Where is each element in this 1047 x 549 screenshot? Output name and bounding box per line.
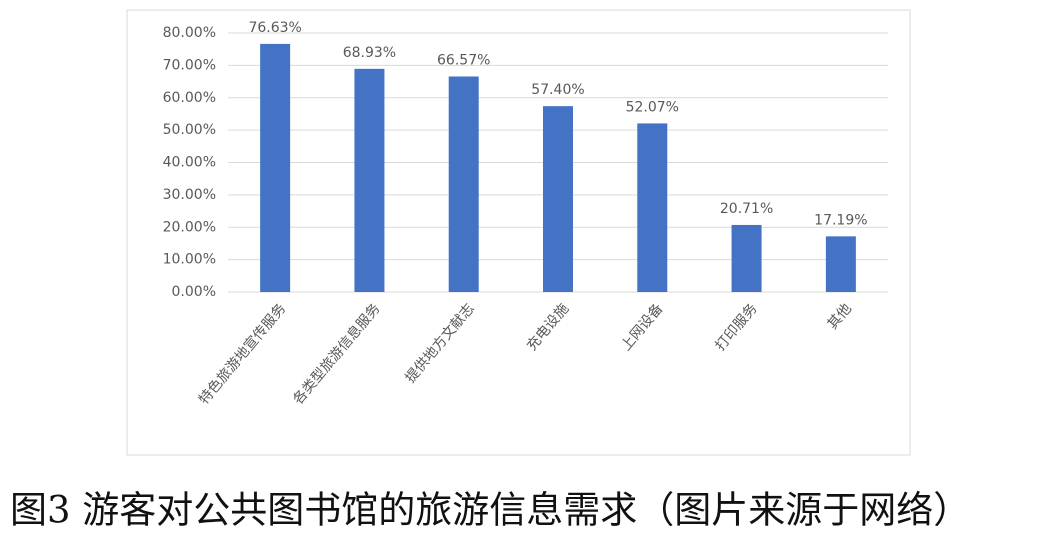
y-tick-label: 30.00% [163, 187, 216, 203]
caption: 图3 游客对公共图书馆的旅游信息需求（图片来源于网络） [10, 489, 970, 532]
value-label: 17.19% [814, 212, 867, 228]
y-tick-label: 20.00% [163, 219, 216, 235]
chart-frame [126, 9, 911, 456]
bar [260, 43, 291, 293]
bar [354, 68, 385, 292]
y-tick-label: 80.00% [163, 25, 216, 41]
value-label: 57.40% [531, 82, 584, 98]
bar [448, 76, 479, 293]
y-tick-label: 50.00% [163, 122, 216, 138]
y-tick-label: 70.00% [163, 57, 216, 73]
value-label: 20.71% [720, 201, 773, 217]
y-tick-label: 0.00% [172, 284, 216, 300]
value-label: 52.07% [626, 99, 679, 115]
bar [825, 236, 856, 292]
value-label: 66.57% [437, 52, 490, 68]
y-tick-label: 60.00% [163, 90, 216, 106]
value-label: 76.63% [248, 20, 301, 36]
bar [543, 106, 573, 292]
value-label: 68.93% [343, 45, 396, 61]
y-tick-label: 10.00% [163, 252, 216, 268]
y-tick-label: 40.00% [163, 155, 216, 171]
bar [637, 123, 668, 293]
bar [731, 224, 762, 292]
